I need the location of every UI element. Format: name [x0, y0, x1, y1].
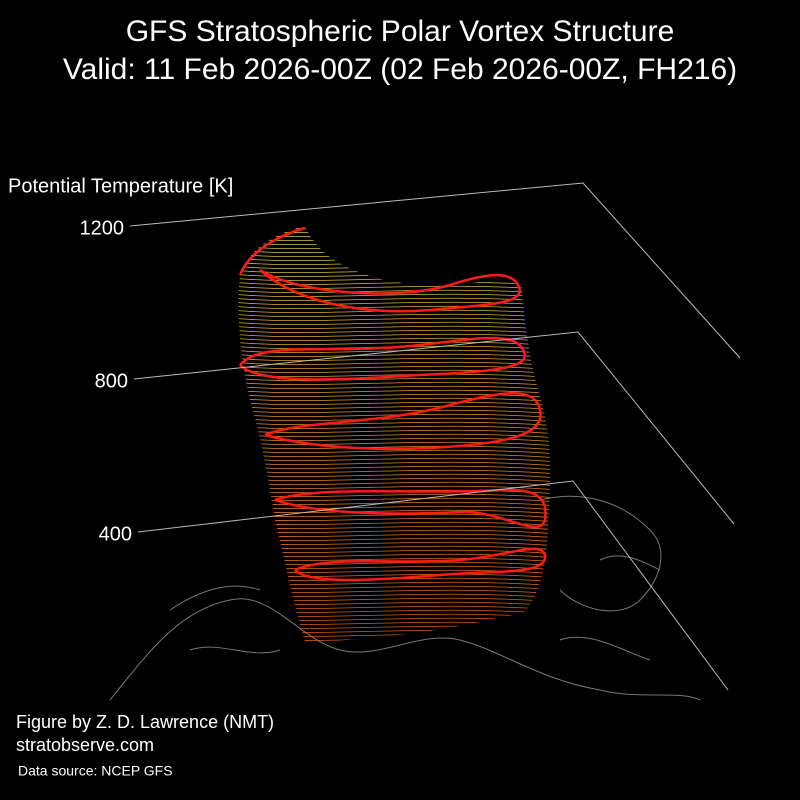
- isentrope: [238, 329, 551, 335]
- contour: [238, 226, 522, 313]
- contour: [264, 392, 542, 451]
- isentrope: [238, 425, 551, 431]
- isentrope: [238, 305, 551, 311]
- isentrope: [238, 357, 551, 363]
- isentrope: [238, 297, 551, 303]
- coastline: [169, 585, 281, 654]
- isentrope: [238, 441, 551, 447]
- isentrope: [238, 333, 551, 339]
- chart-title: GFS Stratospheric Polar Vortex Structure: [126, 15, 675, 48]
- isentrope: [238, 281, 551, 287]
- isentrope: [238, 301, 551, 307]
- z-tick-label: 1200: [80, 217, 125, 239]
- contour: [274, 488, 547, 529]
- data-source: Data source: NCEP GFS: [18, 763, 173, 779]
- isentrope: [238, 289, 551, 295]
- contour: [294, 547, 547, 582]
- isentrope: [238, 449, 551, 455]
- isentrope: [238, 429, 551, 435]
- isentrope: [238, 465, 551, 471]
- isentrope: [238, 293, 551, 299]
- isentrope: [238, 453, 551, 459]
- contour: [239, 336, 527, 381]
- isentrope: [238, 325, 551, 331]
- isentrope: [238, 461, 551, 467]
- isentrope: [238, 405, 551, 411]
- isentrope: [238, 409, 551, 415]
- isentrope: [238, 321, 551, 327]
- credit: Figure by Z. D. Lawrence (NMT): [16, 712, 274, 732]
- isentrope: [238, 385, 551, 391]
- grid-line: [129, 182, 741, 359]
- credit-url: stratobserve.com: [16, 735, 154, 755]
- isentrope: [238, 377, 551, 383]
- chart-subtitle: Valid: 11 Feb 2026-00Z (02 Feb 2026-00Z,…: [63, 53, 737, 86]
- z-tick-label: 400: [99, 523, 132, 545]
- isentrope: [238, 369, 551, 375]
- isentrope: [238, 313, 551, 319]
- coastline: [109, 598, 701, 701]
- isentrope: [238, 381, 551, 387]
- red-contours: [238, 226, 547, 582]
- isentrope: [238, 285, 551, 291]
- z-axis-label: Potential Temperature [K]: [8, 175, 233, 197]
- isentrope: [238, 421, 551, 427]
- isentrope: [238, 401, 551, 407]
- isentrope: [238, 413, 551, 419]
- isentrope: [238, 361, 551, 367]
- isentrope: [238, 317, 551, 323]
- isentrope: [238, 341, 551, 347]
- isentrope: [238, 389, 551, 395]
- grid-line: [133, 331, 735, 525]
- isentrope: [238, 457, 551, 463]
- isentrope: [238, 445, 551, 451]
- grid-line: [137, 480, 729, 691]
- coastline: [539, 495, 662, 612]
- z-tick-label: 800: [95, 370, 128, 392]
- isentrope: [238, 397, 551, 403]
- isentrope: [238, 393, 551, 399]
- isentrope: [238, 353, 551, 359]
- axis-box: 400 800 1200: [80, 182, 741, 691]
